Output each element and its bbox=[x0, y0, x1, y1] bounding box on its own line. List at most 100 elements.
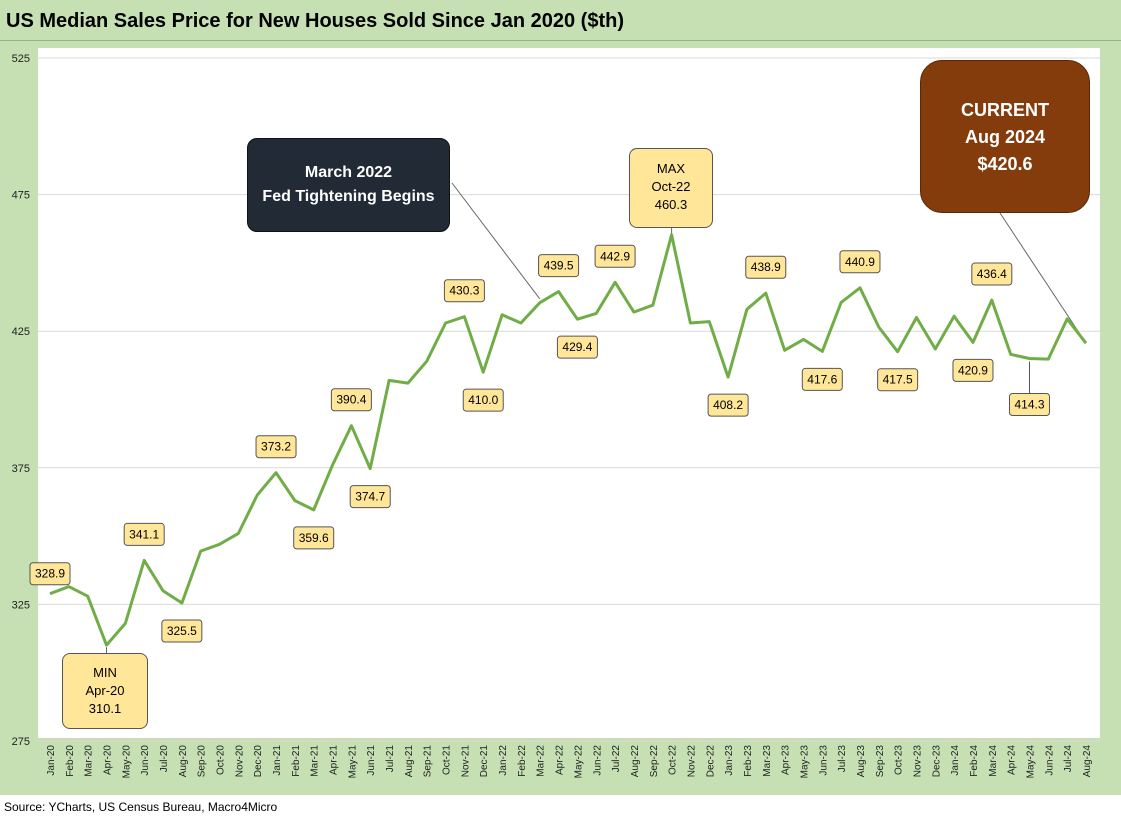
current-callout-line1: CURRENT bbox=[961, 100, 1049, 120]
current-callout-line3: $420.6 bbox=[977, 154, 1033, 174]
data-label-box bbox=[594, 244, 636, 268]
min-callout-line1: MIN bbox=[93, 665, 117, 680]
x-tick-label: Mar-23 bbox=[762, 745, 773, 777]
data-label-box bbox=[839, 250, 881, 274]
x-tick-label: Sep-20 bbox=[197, 745, 208, 778]
data-label-text: 417.6 bbox=[807, 372, 837, 386]
data-label-box bbox=[538, 254, 580, 278]
x-tick-label: May-23 bbox=[799, 745, 810, 779]
data-label: 417.6 bbox=[801, 367, 843, 391]
x-tick-label: Feb-24 bbox=[969, 745, 980, 777]
x-tick-label: Apr-22 bbox=[555, 745, 566, 775]
data-label: 420.9 bbox=[952, 358, 994, 382]
data-label-text: 328.9 bbox=[35, 567, 65, 581]
x-tick-label: Apr-23 bbox=[781, 745, 792, 775]
x-tick-label: Nov-20 bbox=[234, 745, 245, 778]
data-label-box bbox=[462, 388, 504, 412]
data-labels: 328.9 341.1 325.5 373.2 359.6 390.4 374.7 430.3… bbox=[29, 244, 1050, 643]
data-label: 328.9 bbox=[29, 562, 71, 586]
data-label: 373.2 bbox=[255, 435, 297, 459]
data-label-text: 374.7 bbox=[355, 490, 385, 504]
data-label-box bbox=[971, 262, 1013, 286]
x-tick-label: Jun-22 bbox=[592, 745, 603, 776]
data-label-text: 439.5 bbox=[544, 259, 574, 273]
x-tick-label: Feb-21 bbox=[291, 745, 302, 777]
x-tick-label: Dec-23 bbox=[931, 745, 942, 778]
chart-title: US Median Sales Price for New Houses Sol… bbox=[6, 10, 624, 32]
data-label-box bbox=[293, 526, 335, 550]
data-label: 341.1 bbox=[123, 522, 165, 546]
x-tick-label: Mar-21 bbox=[310, 745, 321, 777]
x-tick-label: Nov-22 bbox=[686, 745, 697, 778]
data-label-box bbox=[877, 368, 919, 392]
data-label-text: 420.9 bbox=[958, 363, 988, 377]
fed-callout-leader bbox=[451, 182, 541, 300]
x-tick-label: Nov-23 bbox=[912, 745, 923, 778]
min-callout-line3: 310.1 bbox=[88, 701, 122, 716]
x-tick-label: Jul-20 bbox=[159, 745, 170, 773]
x-tick-label: Aug-22 bbox=[630, 745, 641, 778]
data-label-text: 341.1 bbox=[129, 527, 159, 541]
x-tick-label: Jun-21 bbox=[366, 745, 377, 776]
data-label-box bbox=[161, 619, 203, 643]
data-label-box bbox=[1008, 393, 1050, 417]
data-label-text: 408.2 bbox=[713, 398, 743, 412]
data-label-box bbox=[123, 522, 165, 546]
y-tick-label: 275 bbox=[12, 736, 30, 748]
data-label: 417.5 bbox=[877, 368, 919, 392]
data-label: 438.9 bbox=[745, 255, 787, 279]
x-tick-label: Jun-20 bbox=[140, 745, 151, 776]
x-tick-label: Oct-22 bbox=[668, 745, 679, 775]
title-bar: US Median Sales Price for New Houses Sol… bbox=[0, 0, 1121, 41]
x-tick-label: Jan-20 bbox=[46, 745, 57, 776]
x-tick-label: Feb-23 bbox=[743, 745, 754, 777]
min-callout: MIN Apr-20 310.1 bbox=[62, 653, 148, 729]
x-tick-label: May-24 bbox=[1025, 745, 1036, 779]
x-tick-label: Jul-24 bbox=[1063, 745, 1074, 773]
x-tick-label: Aug-23 bbox=[856, 745, 867, 778]
x-tick-label: Jul-22 bbox=[611, 745, 622, 773]
data-label-box bbox=[255, 435, 297, 459]
x-tick-label: Dec-21 bbox=[479, 745, 490, 778]
data-label-box bbox=[349, 485, 391, 509]
data-label-box bbox=[745, 255, 787, 279]
fed-tightening-callout: March 2022 Fed Tightening Begins bbox=[247, 138, 450, 232]
x-tick-label: Jan-22 bbox=[498, 745, 509, 776]
x-tick-label: Jan-21 bbox=[272, 745, 283, 776]
data-label-text: 438.9 bbox=[751, 260, 781, 274]
current-callout-line2: Aug 2024 bbox=[964, 127, 1046, 147]
series-line bbox=[49, 233, 1088, 647]
fed-callout-line1: March 2022 bbox=[304, 164, 393, 181]
x-tick-label: Apr-21 bbox=[329, 745, 340, 775]
x-tick-label: Jan-23 bbox=[724, 745, 735, 776]
data-label-text: 436.4 bbox=[977, 267, 1007, 281]
y-tick-label: 375 bbox=[12, 463, 30, 475]
min-callout-line2: Apr-20 bbox=[85, 683, 125, 698]
x-tick-label: Oct-21 bbox=[442, 745, 453, 775]
source-note: Source: YCharts, US Census Bureau, Macro… bbox=[4, 800, 278, 814]
data-label: 430.3 bbox=[443, 279, 485, 303]
x-tick-label: Oct-20 bbox=[216, 745, 227, 775]
x-tick-label: Jun-23 bbox=[818, 745, 829, 776]
data-label-box bbox=[443, 279, 485, 303]
data-label: 442.9 bbox=[594, 244, 636, 268]
data-label: 439.5 bbox=[538, 254, 580, 278]
data-label-text: 359.6 bbox=[299, 531, 329, 545]
y-tick-label: 475 bbox=[12, 190, 30, 202]
data-label-text: 390.4 bbox=[336, 393, 366, 407]
fed-callout-line2: Fed Tightening Begins bbox=[262, 188, 435, 205]
y-tick-label: 325 bbox=[12, 599, 30, 611]
max-callout: MAX Oct-22 460.3 bbox=[629, 148, 713, 228]
x-tick-label: May-22 bbox=[573, 745, 584, 779]
x-tick-label: Jul-21 bbox=[385, 745, 396, 773]
y-tick-label: 425 bbox=[12, 326, 30, 338]
x-axis-ticks: Jan-20 Feb-20 Mar-20 Apr-20 May-20 Jun-20 Jul-… bbox=[46, 745, 1093, 779]
y-tick-label: 525 bbox=[12, 53, 30, 65]
x-tick-label: Apr-20 bbox=[103, 745, 114, 775]
data-label-text: 325.5 bbox=[167, 624, 197, 638]
data-label: 436.4 bbox=[971, 262, 1013, 286]
y-axis-ticks: 275 325 375 425 475 525 bbox=[12, 53, 30, 748]
x-tick-label: Jan-24 bbox=[950, 745, 961, 776]
x-tick-label: Jul-23 bbox=[837, 745, 848, 773]
data-label-box bbox=[556, 335, 598, 359]
